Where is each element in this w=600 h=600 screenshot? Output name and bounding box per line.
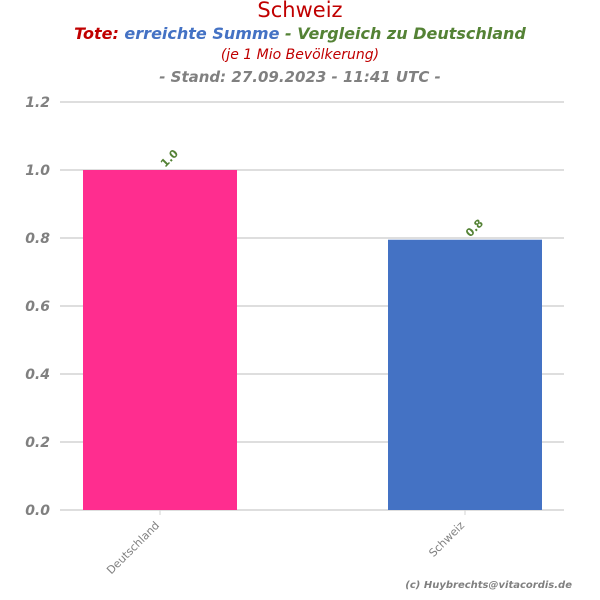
subtitle-tote: Tote: <box>74 24 119 43</box>
chart-timestamp: - Stand: 27.09.2023 - 11:41 UTC - <box>159 68 441 86</box>
y-tick-label: 0.6 <box>25 299 50 315</box>
data-label: 0.8 <box>463 217 486 240</box>
bar-schweiz <box>388 239 542 510</box>
y-tick-label: 0.0 <box>25 503 50 519</box>
subtitle-summe: erreichte Summe <box>118 24 280 43</box>
y-tick-label: 0.8 <box>25 231 50 247</box>
chart-title: Schweiz <box>257 0 343 22</box>
subtitle-vergleich: - Vergleich zu Deutschland <box>279 24 526 43</box>
x-tick-label: Schweiz <box>426 519 467 560</box>
y-tick-label: 1.2 <box>25 95 50 111</box>
y-tick-label: 0.2 <box>25 435 50 451</box>
chart-subtitle: Tote: erreichte Summe - Vergleich zu Deu… <box>0 24 600 43</box>
bar-deutschland <box>83 170 237 510</box>
chart-subtitle-population: (je 1 Mio Bevölkerung) <box>220 47 380 63</box>
x-tick-label: Deutschland <box>104 519 162 577</box>
copyright-credit: (c) Huybrechts@vitacordis.de <box>405 580 572 591</box>
data-label: 1.0 <box>158 147 181 170</box>
y-tick-label: 1.0 <box>25 163 50 179</box>
y-tick-label: 0.4 <box>25 367 50 383</box>
